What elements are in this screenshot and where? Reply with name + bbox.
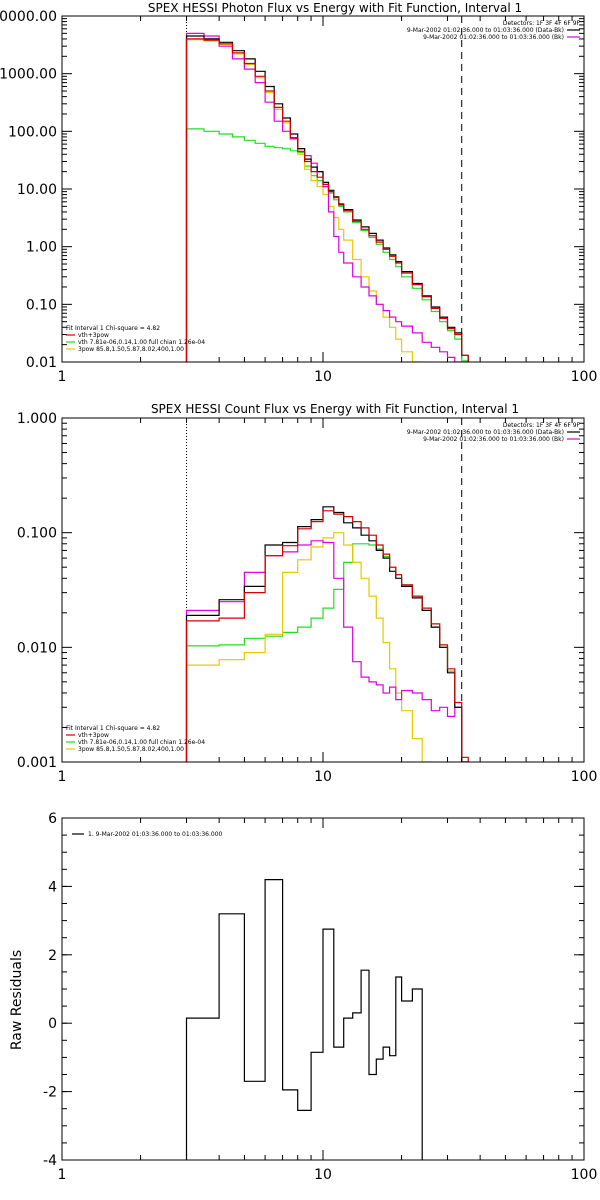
series-line-data xyxy=(185,506,469,762)
fit-legend-entry: vth 7.81e-06,0.14,1.00 full chian 1.26e-… xyxy=(78,339,205,346)
x-tick-label: 100 xyxy=(571,369,598,385)
y-tick-label: 0.100 xyxy=(17,526,57,542)
y-tick-label: 2 xyxy=(48,948,57,964)
x-tick-label: 100 xyxy=(571,769,598,785)
legend-entry: 1. 9-Mar-2002 01:03:36.000 to 01:03:36.0… xyxy=(88,831,223,838)
photon-flux-panel: SPEX HESSI Photon Flux vs Energy with Fi… xyxy=(0,1,597,385)
y-tick-label: 1.00 xyxy=(26,240,57,256)
y-tick-label: 10000.00 xyxy=(0,9,57,25)
y-tick-label: 1.000 xyxy=(17,411,57,427)
series-line-power xyxy=(185,39,423,362)
legend-entry: 9-Mar-2002 01:02:36.000 to 01:03:36.000 … xyxy=(407,27,564,34)
x-tick-label: 1 xyxy=(58,1167,67,1183)
panel-title: SPEX HESSI Photon Flux vs Energy with Fi… xyxy=(148,1,522,15)
legend-entry: 9-Mar-2002 01:02:36.000 to 01:03:36.000 … xyxy=(407,429,564,436)
residuals-panel: Raw Residuals 1 10 100 -4 -2 0 2 4 6 1. 9-Mar-200… xyxy=(9,811,597,1183)
series-line-data xyxy=(185,879,423,1160)
y-tick-label: 100.00 xyxy=(8,124,57,140)
series-line-total xyxy=(185,510,469,762)
y-tick-label: 1000.00 xyxy=(0,67,57,83)
legend-entry: 9-Mar-2002 01:02:36.000 to 01:03:36.000 … xyxy=(423,436,564,443)
fit-legend-entry: 3pow 85.8,1.50,5.87,8.02,400,1.00 xyxy=(78,746,184,753)
x-tick-label: 100 xyxy=(571,1167,598,1183)
fit-legend-entry: Fit Interval 1 Chi-square = 4.82 xyxy=(66,325,160,332)
y-tick-label: 6 xyxy=(48,811,57,827)
x-tick-label: 10 xyxy=(314,769,332,785)
series-line-background xyxy=(185,32,463,362)
fit-legend-entry: 3pow 85.8,1.50,5.87,8.02,400,1.00 xyxy=(78,346,184,353)
y-tick-label: -2 xyxy=(43,1085,57,1101)
series-line-total xyxy=(185,38,469,362)
y-axis-title: Raw Residuals xyxy=(9,950,25,1050)
legend-entry: 9-Mar-2002 01:02:36.000 to 01:03:36.000 … xyxy=(423,34,564,41)
x-tick-label: 10 xyxy=(314,369,332,385)
x-tick-label: 10 xyxy=(314,1167,332,1183)
plot-frame xyxy=(61,15,585,363)
fit-legend-entry: Fit Interval 1 Chi-square = 4.82 xyxy=(66,725,160,732)
y-tick-label: 0.01 xyxy=(26,355,57,371)
series-line-vth xyxy=(185,128,469,362)
y-tick-label: 4 xyxy=(48,879,57,895)
fit-legend-entry: vth 7.81e-06,0.14,1.00 full chian 1.26e-… xyxy=(78,739,205,746)
y-tick-label: 0.010 xyxy=(17,640,57,656)
series-line-background xyxy=(185,540,469,762)
y-tick-label: 0.001 xyxy=(17,755,57,771)
legend-entry: Detectors: 1F 3F 4F 6F 9F xyxy=(503,20,581,27)
fit-legend-entry: vth+3pow xyxy=(78,732,109,739)
plot-frame xyxy=(61,417,585,763)
panel-title: SPEX HESSI Count Flux vs Energy with Fit… xyxy=(151,402,519,416)
legend-entry: Detectors: 1F 3F 4F 6F 9F xyxy=(503,422,581,429)
series-line-vth xyxy=(185,543,469,762)
x-tick-label: 1 xyxy=(58,369,67,385)
y-tick-label: 0.10 xyxy=(26,297,57,313)
y-tick-label: -4 xyxy=(43,1153,57,1169)
x-tick-label: 1 xyxy=(58,769,67,785)
y-tick-label: 0 xyxy=(48,1016,57,1032)
series-line-power xyxy=(185,532,432,762)
fit-legend-entry: vth+3pow xyxy=(78,332,109,339)
y-tick-label: 10.00 xyxy=(17,182,57,198)
series-line-data xyxy=(185,35,469,362)
count-flux-panel: SPEX HESSI Count Flux vs Energy with Fit… xyxy=(17,402,597,785)
plot-frame xyxy=(61,817,585,1161)
